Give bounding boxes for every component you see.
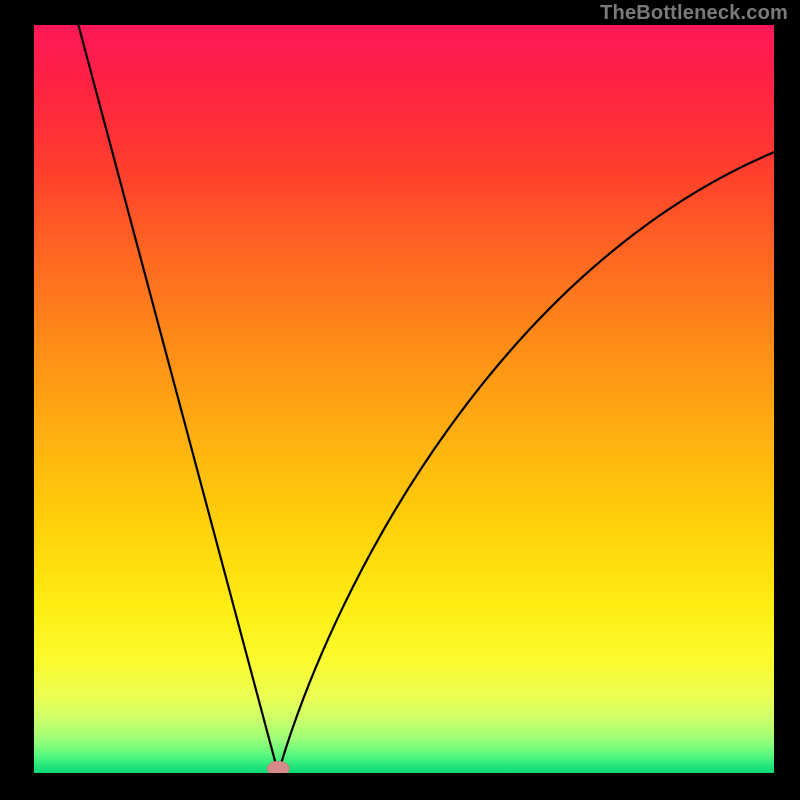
chart-svg — [34, 25, 774, 773]
watermark-text: TheBottleneck.com — [600, 2, 788, 25]
gradient-background — [34, 25, 774, 773]
chart-container: TheBottleneck.com — [0, 0, 800, 800]
plot-area — [34, 25, 774, 773]
